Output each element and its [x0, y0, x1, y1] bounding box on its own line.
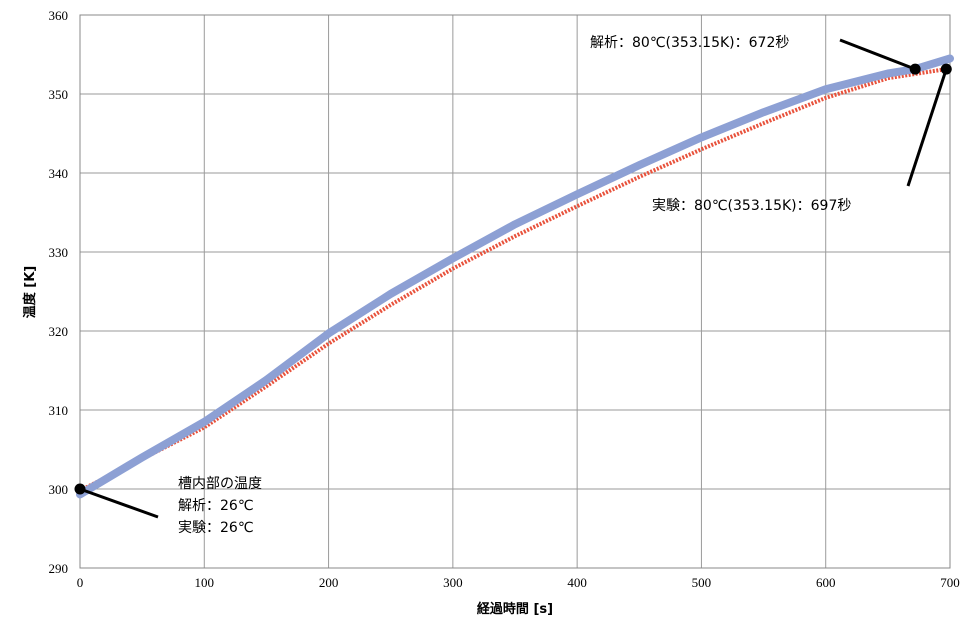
x-tick-label: 0 — [77, 575, 84, 590]
annotation-start-text: 解析：26℃ — [178, 498, 254, 514]
y-tick-label: 330 — [49, 245, 69, 260]
annotation-analysis-end-leader-line — [839, 38, 916, 71]
y-tick-label: 320 — [49, 324, 69, 339]
annotation-analysis-end-text: 解析：80℃(353.15K)：672秒 — [590, 35, 789, 51]
x-tick-label: 500 — [692, 575, 712, 590]
annotation-experiment-end-text: 実験：80℃(353.15K)：697秒 — [652, 198, 851, 214]
plot-frame — [79, 14, 951, 569]
series-group — [76, 54, 954, 499]
annotation-experiment-end-marker — [940, 63, 952, 75]
x-tick-label: 200 — [319, 575, 339, 590]
annotation-analysis-end-marker — [909, 63, 921, 75]
series-line-analysis — [76, 54, 954, 499]
annotation-start-leader-line — [79, 487, 159, 519]
x-tick-label: 700 — [940, 575, 960, 590]
y-tick-labels: 290 300 310 320 330 340 350 360 — [49, 8, 69, 576]
annotations: 解析：80℃(353.15K)：672秒実験：80℃(353.15K)：697秒… — [74, 35, 952, 536]
annotation-experiment-end-leader-line — [906, 68, 948, 187]
annotation-start-text: 実験：26℃ — [178, 520, 254, 536]
x-axis-title: 経過時間 [s] — [477, 601, 553, 617]
x-tick-label: 400 — [567, 575, 587, 590]
x-tick-label: 300 — [443, 575, 463, 590]
y-tick-label: 360 — [49, 8, 69, 23]
x-tick-label: 600 — [816, 575, 836, 590]
y-axis-title: 温度 [K] — [22, 266, 38, 318]
series-line-experiment — [79, 65, 951, 493]
y-tick-label: 350 — [49, 87, 69, 102]
annotation-start-marker — [74, 483, 86, 495]
y-tick-label: 290 — [49, 561, 69, 576]
y-tick-label: 340 — [49, 166, 69, 181]
x-tick-label: 100 — [195, 575, 215, 590]
annotation-start-text: 槽内部の温度 — [178, 476, 262, 492]
y-tick-label: 300 — [49, 482, 69, 497]
y-tick-label: 310 — [49, 403, 69, 418]
x-tick-labels: 0 100 200 300 400 500 600 700 — [77, 575, 960, 590]
